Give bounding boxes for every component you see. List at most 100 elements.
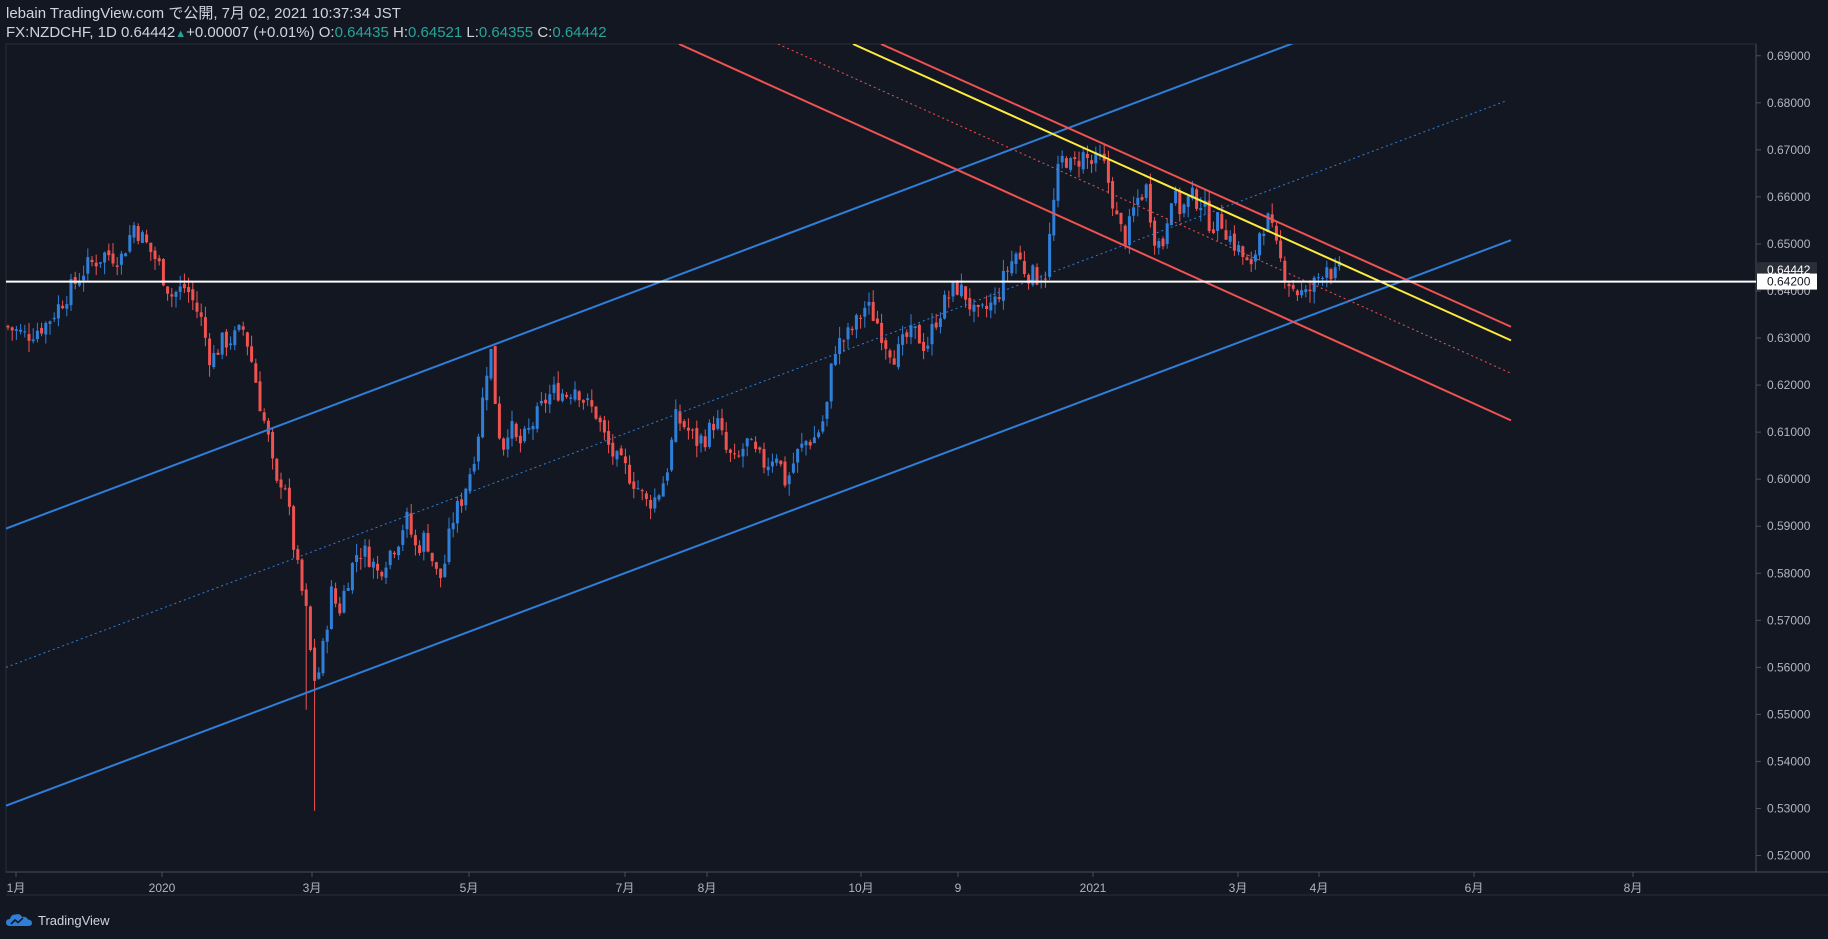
candle-body [934, 322, 938, 328]
last-price: 0.64442 [121, 24, 176, 41]
candle-body [342, 590, 346, 613]
candle-body [1329, 269, 1333, 280]
candle-body [1094, 152, 1098, 164]
candle-body [271, 431, 275, 459]
candle-body [338, 603, 342, 614]
candle-body [451, 522, 455, 530]
candle-body [590, 400, 594, 407]
candle-body [1274, 225, 1278, 241]
candle-body [1237, 245, 1241, 252]
candle-body [611, 442, 615, 457]
candle-body [980, 304, 984, 306]
candle-body [758, 447, 762, 450]
candle-body [334, 588, 338, 604]
candle-body [808, 441, 812, 446]
candle-body [1043, 278, 1047, 280]
candle-body [544, 399, 548, 404]
candle-body [1169, 203, 1173, 226]
candle-body [287, 487, 291, 507]
candle-body [1211, 229, 1215, 234]
candle-body [787, 475, 791, 485]
candle-body [1308, 289, 1312, 292]
candle-body [455, 501, 459, 524]
candle-body [178, 286, 182, 292]
candle-body [493, 346, 497, 404]
downtrend-upper-line[interactable] [880, 44, 1512, 328]
candle-body [258, 381, 262, 412]
ohlc-legend: FX:NZDCHF, 1D 0.64442▲+0.00007 (+0.01%) … [6, 23, 607, 44]
candle-body [296, 549, 300, 560]
candles [6, 143, 1341, 811]
channel-lower-line[interactable] [6, 239, 1512, 807]
candle-body [27, 334, 31, 341]
candle-body [1207, 200, 1211, 231]
candle-body [363, 545, 367, 557]
candle-body [476, 436, 480, 462]
candle-body [1300, 290, 1304, 296]
candle-body [922, 341, 926, 352]
x-tick-label: 9 [955, 881, 962, 895]
price-change: +0.00007 (+0.01%) [186, 24, 315, 41]
candle-body [157, 258, 161, 262]
candle-body [1199, 208, 1203, 211]
hline-price-tag: 0.64200 [1767, 275, 1811, 289]
close-value: 0.64442 [552, 24, 607, 41]
candle-body [161, 259, 165, 286]
candle-body [409, 513, 413, 535]
candle-body [556, 382, 560, 401]
candle-body [199, 312, 203, 317]
candle-body [535, 406, 539, 429]
candle-body [266, 420, 270, 435]
candle-body [800, 443, 804, 448]
candle-body [754, 441, 758, 449]
x-tick-label: 3月 [1229, 881, 1248, 895]
candle-body [292, 506, 296, 550]
candle-body [1161, 238, 1165, 247]
candle-body [111, 253, 115, 264]
candle-body [1232, 233, 1236, 251]
candle-body [817, 432, 821, 438]
candle-body [443, 563, 447, 577]
candle-body [1001, 270, 1005, 301]
candle-body [1153, 220, 1157, 246]
candle-body [350, 563, 354, 591]
y-tick-label: 0.56000 [1767, 660, 1811, 674]
candle-body [1073, 157, 1077, 160]
candle-body [502, 438, 506, 450]
candle-body [678, 411, 682, 424]
candle-body [812, 437, 816, 444]
candle-body [1220, 213, 1224, 229]
candle-body [40, 327, 44, 334]
candle-body [762, 449, 766, 468]
candle-body [216, 352, 220, 355]
candle-body [304, 589, 308, 606]
candle-body [153, 250, 157, 260]
candle-body [1165, 223, 1169, 245]
candle-body [653, 497, 657, 509]
candle-body [115, 265, 119, 267]
candle-body [1190, 187, 1194, 199]
candle-body [1186, 196, 1190, 207]
candle-body [23, 331, 27, 333]
trendline-line[interactable] [852, 44, 1512, 342]
up-triangle-icon: ▲ [175, 28, 187, 40]
candle-body [560, 393, 564, 401]
candle-body [426, 533, 430, 552]
candle-body [1119, 212, 1123, 225]
downtrend-mid-line[interactable] [777, 44, 1512, 374]
hline-price-box [1757, 273, 1817, 290]
downtrend-lower-line[interactable] [678, 44, 1512, 422]
candle-body [1312, 277, 1316, 292]
high-label: H: [393, 24, 408, 41]
plot-frame [5, 43, 1757, 873]
candle-body [1106, 159, 1110, 183]
candle-body [859, 317, 863, 319]
candle-body [909, 325, 913, 338]
channel-mid-line[interactable] [6, 100, 1507, 668]
candle-body [174, 291, 178, 297]
candle-body [61, 305, 65, 309]
candle-body [926, 345, 930, 349]
candle-body [720, 418, 724, 431]
candle-body [640, 490, 644, 492]
